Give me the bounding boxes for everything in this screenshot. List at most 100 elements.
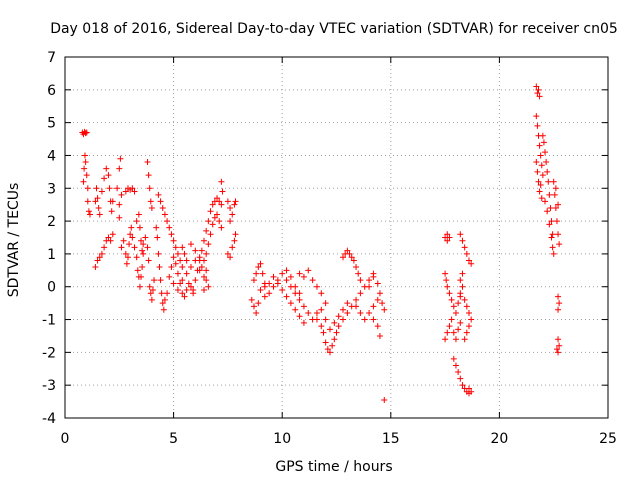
data-point bbox=[158, 290, 165, 297]
data-point bbox=[231, 201, 238, 208]
data-point bbox=[259, 270, 266, 277]
y-tick-label: 5 bbox=[47, 116, 56, 132]
data-point bbox=[106, 185, 113, 192]
data-point bbox=[326, 326, 333, 333]
data-point bbox=[455, 326, 462, 333]
data-point bbox=[465, 323, 472, 330]
data-point bbox=[214, 211, 221, 218]
data-point bbox=[370, 273, 377, 280]
data-point bbox=[134, 267, 141, 274]
data-point bbox=[344, 247, 351, 254]
data-point bbox=[448, 316, 455, 323]
data-point bbox=[533, 83, 540, 90]
data-point bbox=[461, 296, 468, 303]
data-point bbox=[172, 244, 179, 251]
data-point bbox=[129, 185, 136, 192]
data-point bbox=[105, 234, 112, 241]
data-point bbox=[450, 303, 457, 310]
data-point bbox=[250, 303, 257, 310]
data-point bbox=[161, 296, 168, 303]
data-point bbox=[313, 316, 320, 323]
data-point bbox=[283, 277, 290, 284]
data-point bbox=[374, 280, 381, 287]
data-point bbox=[459, 237, 466, 244]
data-point bbox=[92, 198, 99, 205]
data-point bbox=[542, 149, 549, 156]
data-point bbox=[92, 264, 99, 271]
data-point bbox=[555, 336, 562, 343]
data-point bbox=[179, 264, 186, 271]
data-point bbox=[544, 168, 551, 175]
data-point bbox=[138, 237, 145, 244]
data-point bbox=[168, 231, 175, 238]
data-point bbox=[355, 270, 362, 277]
data-point bbox=[463, 329, 470, 336]
data-point bbox=[159, 300, 166, 307]
data-point bbox=[86, 211, 93, 218]
data-point bbox=[105, 172, 112, 179]
data-point bbox=[550, 250, 557, 257]
x-tick-label: 10 bbox=[273, 431, 291, 447]
data-point bbox=[459, 283, 466, 290]
data-point bbox=[145, 172, 152, 179]
data-point bbox=[374, 296, 381, 303]
data-point bbox=[331, 319, 338, 326]
data-point bbox=[283, 267, 290, 274]
data-point bbox=[538, 162, 545, 169]
data-point bbox=[140, 250, 147, 257]
data-point bbox=[542, 198, 549, 205]
data-point bbox=[192, 247, 199, 254]
data-point bbox=[170, 237, 177, 244]
data-point bbox=[309, 277, 316, 284]
data-point bbox=[209, 201, 216, 208]
data-point bbox=[257, 260, 264, 267]
data-point bbox=[546, 221, 553, 228]
data-point bbox=[468, 316, 475, 323]
x-tick-label: 15 bbox=[382, 431, 400, 447]
data-point bbox=[350, 257, 357, 264]
data-point bbox=[381, 396, 388, 403]
data-point bbox=[318, 290, 325, 297]
data-point bbox=[452, 309, 459, 316]
data-point bbox=[446, 234, 453, 241]
y-tick-label: 6 bbox=[47, 83, 56, 99]
data-point bbox=[229, 211, 236, 218]
data-point bbox=[148, 204, 155, 211]
data-point bbox=[357, 290, 364, 297]
data-point bbox=[170, 254, 177, 261]
data-point bbox=[305, 309, 312, 316]
data-point bbox=[81, 165, 88, 172]
data-point bbox=[450, 355, 457, 362]
data-point bbox=[155, 250, 162, 257]
data-point bbox=[155, 191, 162, 198]
data-point bbox=[300, 319, 307, 326]
data-point bbox=[296, 296, 303, 303]
data-point bbox=[219, 188, 226, 195]
data-point bbox=[231, 237, 238, 244]
data-point bbox=[279, 287, 286, 294]
data-point bbox=[229, 244, 236, 251]
data-point bbox=[139, 264, 146, 271]
data-point bbox=[253, 270, 260, 277]
data-point bbox=[361, 316, 368, 323]
y-axis-label: SDTVAR / TECUs bbox=[6, 183, 22, 298]
data-point bbox=[539, 172, 546, 179]
data-point bbox=[535, 178, 542, 185]
data-point bbox=[207, 208, 214, 215]
data-point bbox=[161, 211, 168, 218]
data-point bbox=[537, 152, 544, 159]
data-point bbox=[179, 277, 186, 284]
data-point bbox=[190, 287, 197, 294]
data-point bbox=[170, 280, 177, 287]
data-point bbox=[318, 306, 325, 313]
y-tick-label: -2 bbox=[42, 345, 56, 361]
data-point bbox=[546, 191, 553, 198]
data-point bbox=[250, 277, 257, 284]
data-point bbox=[346, 250, 353, 257]
data-point bbox=[80, 178, 87, 185]
data-point bbox=[300, 273, 307, 280]
data-point bbox=[444, 283, 451, 290]
data-point bbox=[109, 198, 116, 205]
data-point bbox=[209, 221, 216, 228]
data-point bbox=[107, 237, 114, 244]
